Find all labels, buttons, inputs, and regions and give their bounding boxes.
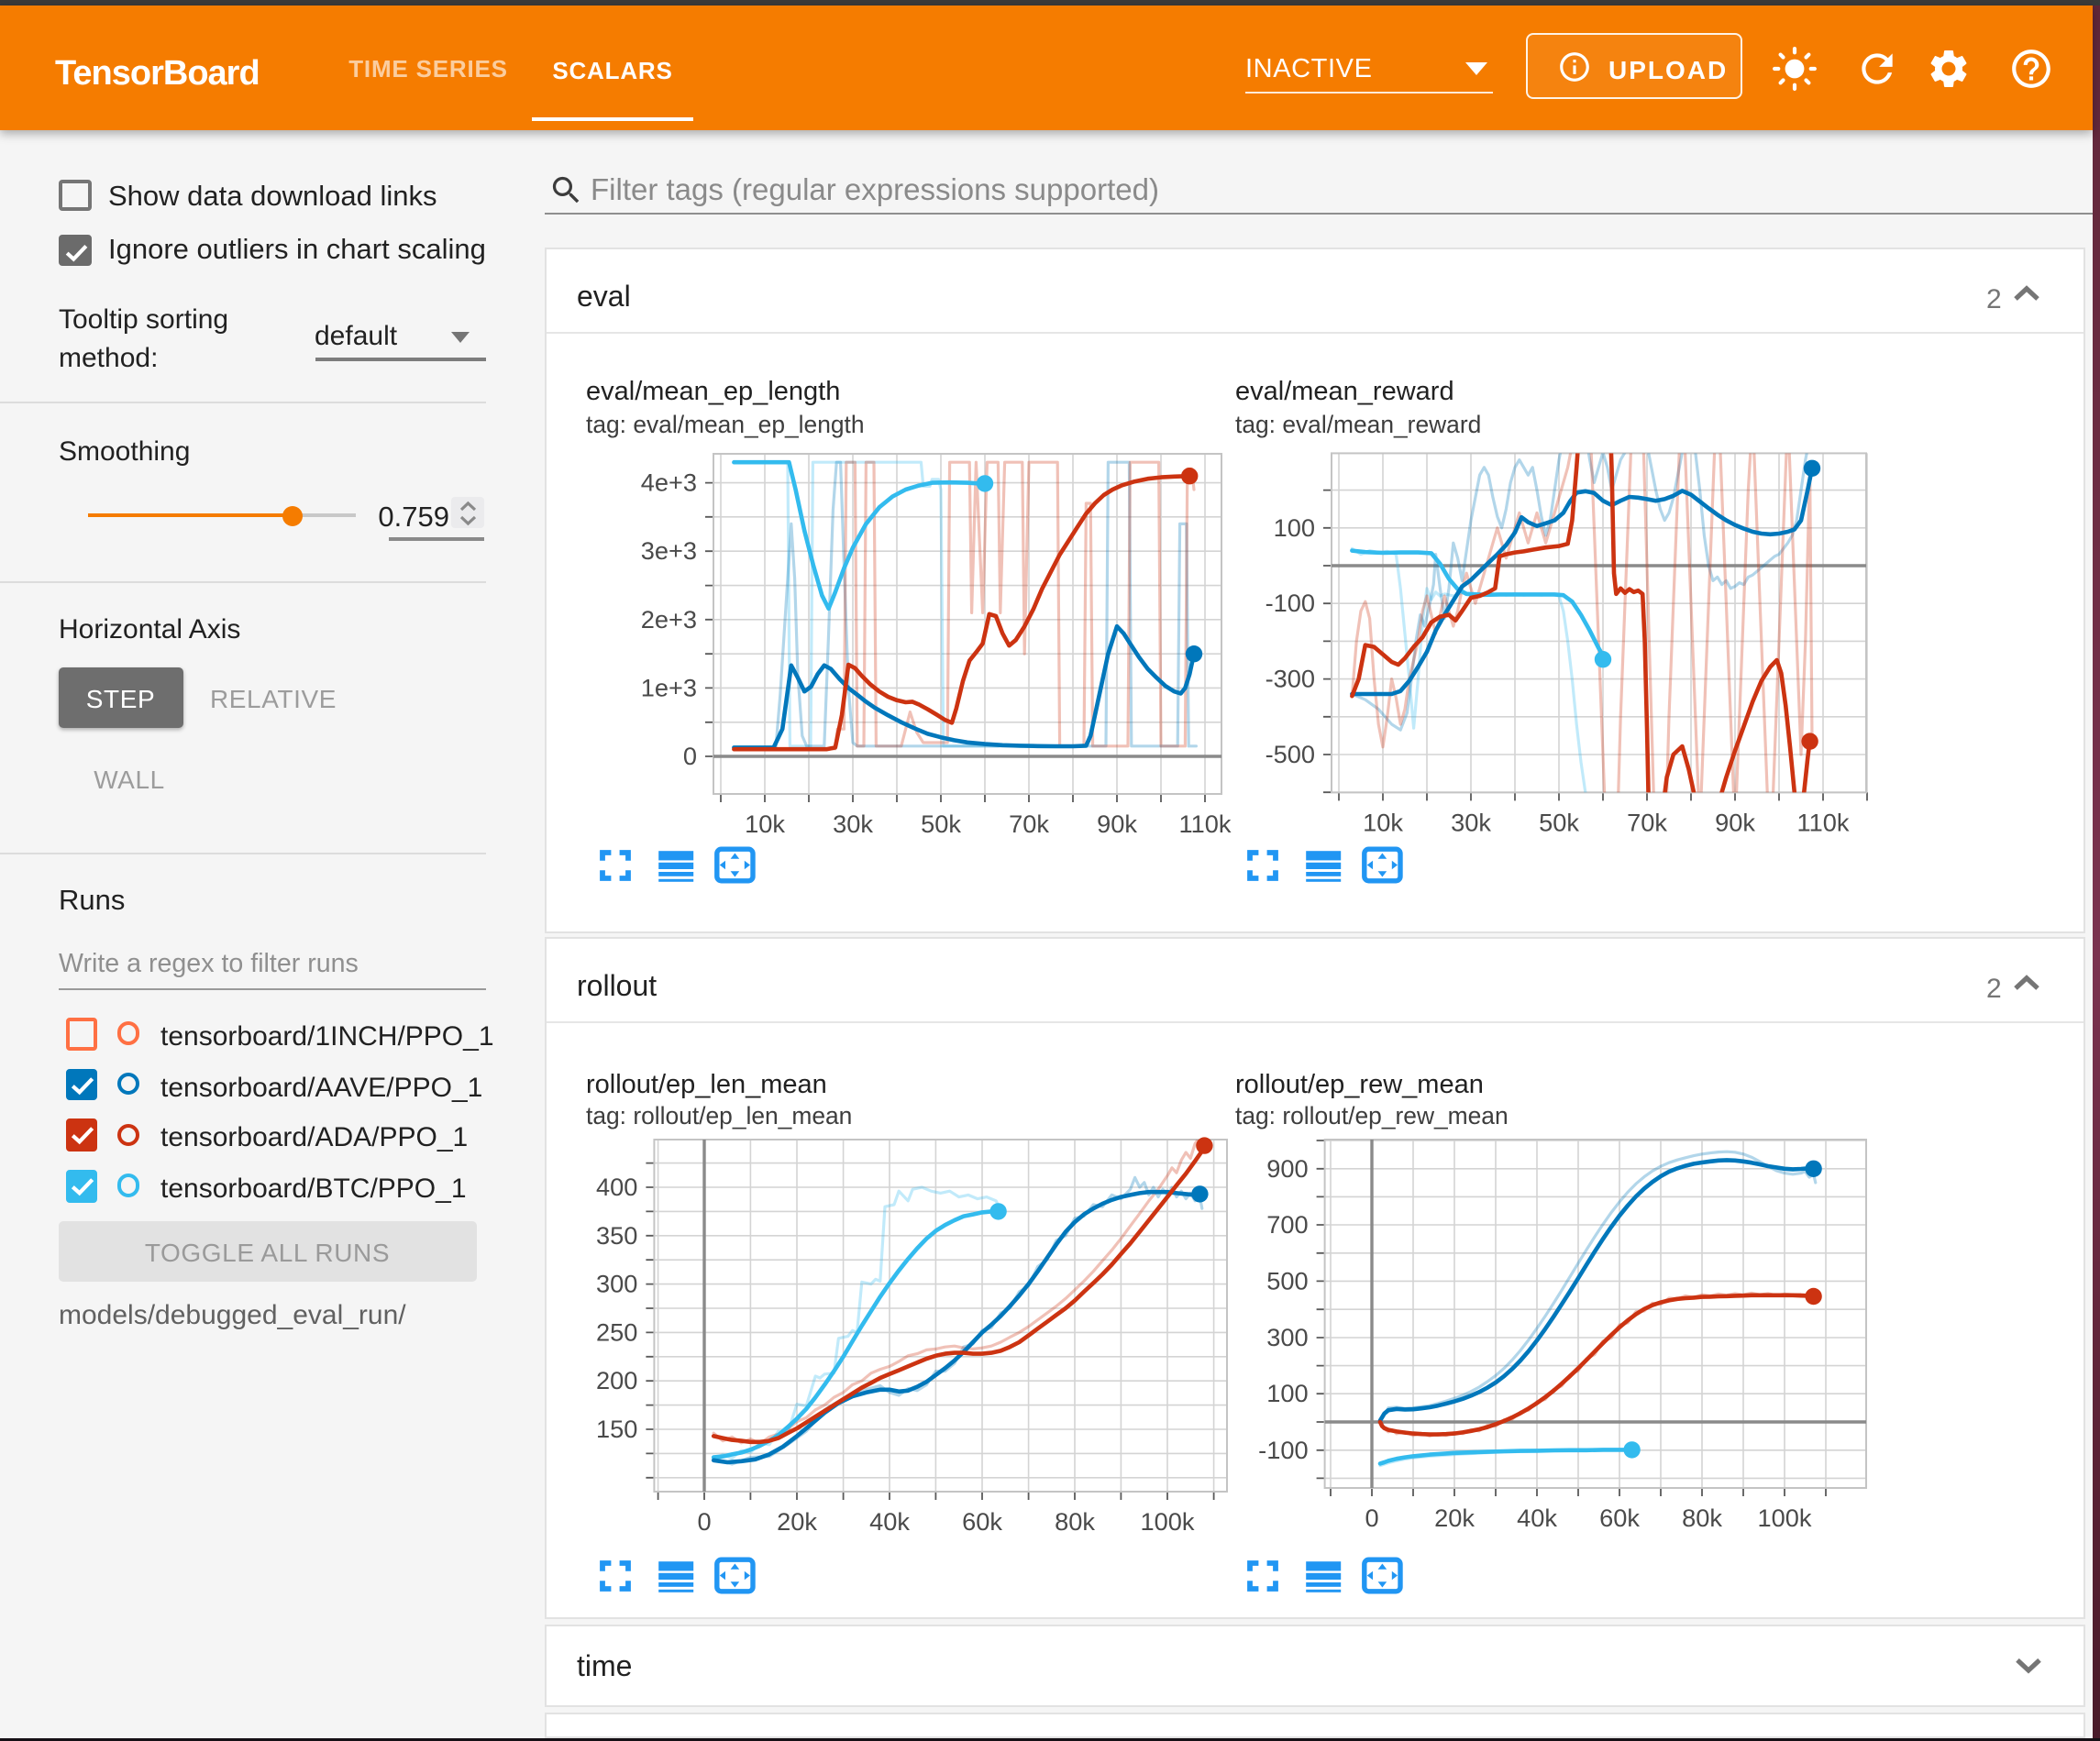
svg-text:3e+3: 3e+3 <box>641 535 697 564</box>
svg-text:0: 0 <box>683 741 697 769</box>
svg-text:0: 0 <box>697 1506 711 1535</box>
svg-text:80k: 80k <box>1682 1503 1722 1531</box>
svg-text:40k: 40k <box>869 1506 910 1535</box>
svg-text:70k: 70k <box>1009 809 1049 837</box>
svg-text:-500: -500 <box>1266 739 1315 767</box>
svg-text:4e+3: 4e+3 <box>641 468 697 496</box>
svg-text:900: 900 <box>1266 1153 1308 1182</box>
svg-text:0: 0 <box>1365 1503 1378 1531</box>
svg-text:300: 300 <box>1266 1322 1308 1350</box>
svg-text:1e+3: 1e+3 <box>641 672 697 700</box>
svg-text:70k: 70k <box>1627 807 1667 835</box>
svg-text:20k: 20k <box>1434 1503 1475 1531</box>
svg-text:-300: -300 <box>1266 664 1315 692</box>
svg-text:60k: 60k <box>1599 1503 1640 1531</box>
svg-text:200: 200 <box>596 1365 637 1394</box>
svg-text:110k: 110k <box>1797 807 1850 835</box>
svg-text:100: 100 <box>1266 1378 1308 1406</box>
svg-text:90k: 90k <box>1097 809 1137 837</box>
svg-text:700: 700 <box>1266 1209 1308 1238</box>
svg-text:250: 250 <box>596 1317 637 1345</box>
svg-text:50k: 50k <box>1539 807 1579 835</box>
svg-text:10k: 10k <box>745 809 785 837</box>
svg-text:50k: 50k <box>921 809 961 837</box>
svg-text:110k: 110k <box>1179 809 1232 837</box>
svg-text:10k: 10k <box>1363 807 1403 835</box>
svg-text:-100: -100 <box>1258 1435 1308 1463</box>
svg-text:80k: 80k <box>1055 1506 1095 1535</box>
svg-text:30k: 30k <box>1451 807 1491 835</box>
svg-text:100k: 100k <box>1758 1503 1812 1531</box>
svg-text:400: 400 <box>596 1172 637 1200</box>
svg-text:500: 500 <box>1266 1266 1308 1295</box>
svg-text:30k: 30k <box>833 809 873 837</box>
svg-text:20k: 20k <box>777 1506 817 1535</box>
svg-text:300: 300 <box>596 1269 637 1297</box>
svg-text:150: 150 <box>596 1414 637 1442</box>
svg-text:350: 350 <box>596 1220 637 1249</box>
svg-text:100: 100 <box>1274 512 1315 541</box>
svg-text:90k: 90k <box>1715 807 1755 835</box>
svg-text:60k: 60k <box>962 1506 1002 1535</box>
svg-text:2e+3: 2e+3 <box>641 604 697 633</box>
svg-text:-100: -100 <box>1266 588 1315 616</box>
svg-text:100k: 100k <box>1141 1506 1195 1535</box>
svg-text:40k: 40k <box>1517 1503 1557 1531</box>
